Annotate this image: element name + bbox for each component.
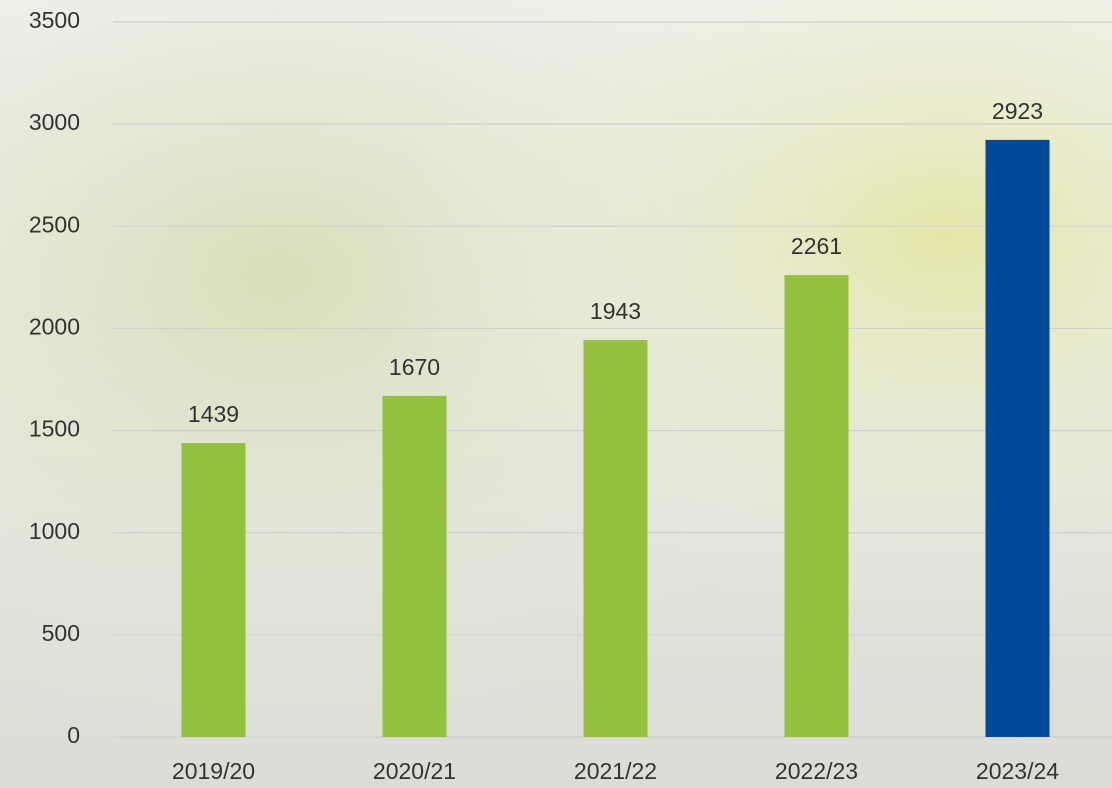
bar	[784, 275, 849, 737]
y-tick-label: 1000	[29, 518, 80, 544]
data-label: 1439	[188, 401, 239, 427]
data-label: 2923	[992, 98, 1043, 124]
y-tick-label: 2000	[29, 314, 80, 340]
x-tick-label: 2021/22	[574, 758, 657, 784]
bar	[181, 443, 246, 737]
bar	[985, 139, 1050, 737]
x-tick-label: 2020/21	[373, 758, 456, 784]
bar	[382, 395, 447, 737]
x-tick-label: 2022/23	[775, 758, 858, 784]
x-tick-label: 2019/20	[172, 758, 255, 784]
x-tick-label: 2023/24	[976, 758, 1059, 784]
y-tick-label: 3000	[29, 109, 80, 135]
data-label: 2261	[791, 233, 842, 259]
y-tick-label: 2500	[29, 211, 80, 237]
y-tick-label: 1500	[29, 416, 80, 442]
y-tick-label: 3500	[29, 7, 80, 33]
data-label: 1943	[590, 298, 641, 324]
y-tick-label: 0	[67, 722, 80, 748]
bar	[583, 340, 648, 737]
data-label: 1670	[389, 354, 440, 380]
y-tick-label: 500	[42, 620, 80, 646]
